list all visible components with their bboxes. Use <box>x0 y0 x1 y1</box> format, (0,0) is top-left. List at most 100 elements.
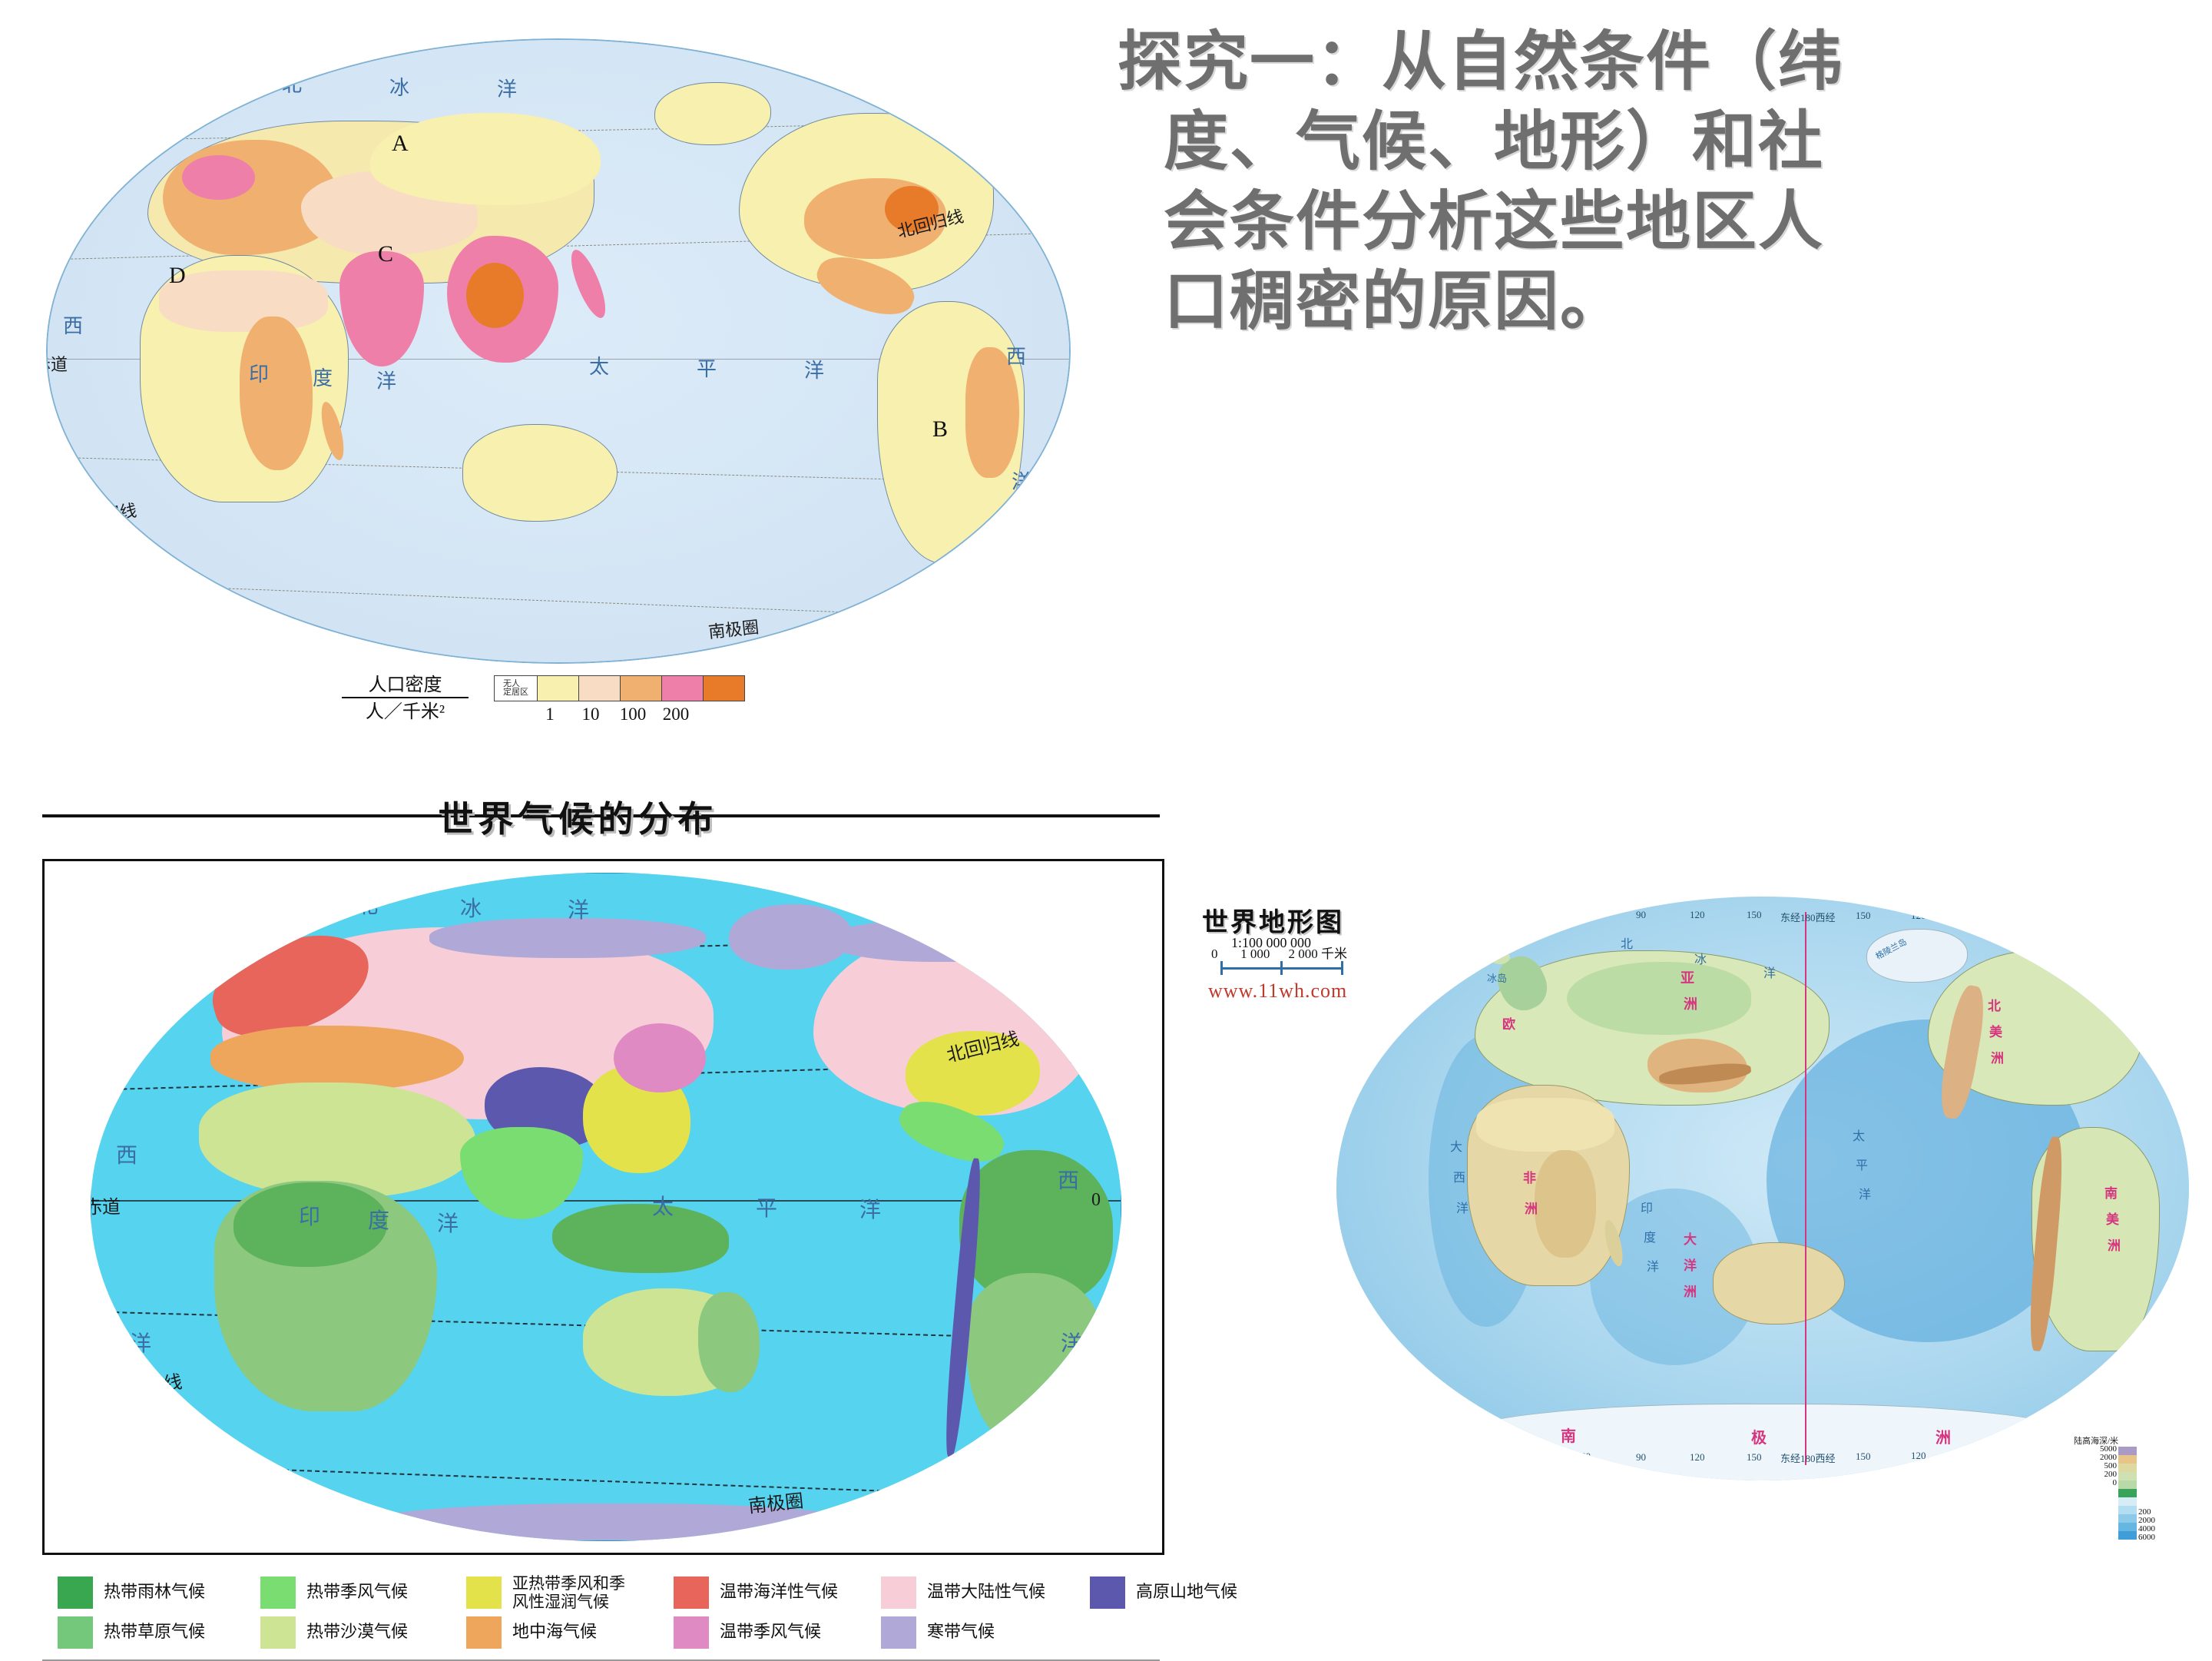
swatch-temperate-monsoon <box>674 1616 709 1649</box>
pop-swatch-100-200 <box>662 676 704 701</box>
lon-label-bot-180: 东经180西经 <box>1780 1453 1836 1464</box>
elev-val-2000: 2000 <box>2100 1453 2117 1462</box>
terrain-label-arctic-bing: 冰 <box>1694 952 1707 966</box>
elev-sea-200: 200 <box>2138 1507 2151 1517</box>
pop-swatch-10-100 <box>621 676 662 701</box>
label-north-pop: 北 <box>282 74 304 96</box>
elev-seg-5000plus <box>2118 1447 2137 1455</box>
climate-congo-rainforest <box>233 1182 387 1267</box>
elevation-legend-title: 陆高海深/米 <box>2074 1437 2119 1446</box>
elev-val-0: 0 <box>2112 1478 2118 1487</box>
continent-label-africa-1: 非 <box>1523 1171 1536 1186</box>
terrain-globe: 西经0东经 30 60 90 120 150 东经180西经 150 120 9… <box>1336 897 2189 1480</box>
lon-label-top-120: 120 <box>1690 909 1705 920</box>
label-tropic-capricorn-pop: 南回归线 <box>68 500 138 529</box>
legend-item-tropical-monsoon: 热带季风气候 <box>260 1576 451 1609</box>
label-ice-pop: 冰 <box>389 77 412 99</box>
region-label-b: B <box>932 416 949 442</box>
climate-legend-row-1: 热带雨林气候 热带季风气候 亚热带季风和季 风性湿润气候 温带海洋性气候 温带大… <box>58 1574 1282 1611</box>
climate-globe: 北极圈 北 冰 洋 大 西 洋 0赤道 印 度 洋 南回归线 北回归线 太 平 … <box>91 873 1121 1541</box>
label-tropic-capricorn-climate: 南回归线 <box>108 1372 184 1403</box>
lon-label-top-0: 西经0东经 <box>1459 914 1505 926</box>
legend-item-temperate-monsoon: 温带季风气候 <box>674 1616 866 1649</box>
climate-south-america-savanna <box>967 1273 1101 1450</box>
continent-label-samerica-1: 南 <box>2104 1186 2118 1202</box>
legend-label-temperate-continental: 温带大陆性气候 <box>927 1583 1046 1602</box>
lat-label-60-right: 60 <box>2106 1391 2121 1407</box>
climate-greenland-polar <box>729 904 852 970</box>
lon-label-bot-60: 60 <box>1581 1450 1591 1462</box>
terrain-label-indian-yang: 洋 <box>1647 1259 1660 1274</box>
lon-label-top-150: 150 <box>1747 909 1762 920</box>
elev-seg-0-200 <box>2118 1480 2137 1489</box>
landmass-brazil-coast <box>965 347 1019 478</box>
lon-label-bot-90: 90 <box>1636 1451 1646 1463</box>
swatch-temperate-oceanic <box>674 1576 709 1609</box>
elevation-legend: 陆高海深/米 5000 2000 500 200 0 200 2000 4000… <box>2074 1434 2166 1557</box>
legend-label-temperate-monsoon: 温带季风气候 <box>720 1623 822 1642</box>
lon-label-bot-60w: 60 <box>2020 1447 2030 1459</box>
legend-label-mediterranean: 地中海气候 <box>512 1623 598 1642</box>
swatch-tropical-savanna <box>58 1616 93 1649</box>
continent-label-samerica-2: 美 <box>2106 1212 2119 1228</box>
elev-seg-200-500 <box>2118 1472 2137 1480</box>
scale-tick-0 <box>1220 961 1223 975</box>
elev-sea-6000: 6000 <box>2138 1533 2155 1542</box>
place-label-iceland: 冰岛 <box>1487 973 1508 985</box>
place-label-antarctic-circle: 南极圈 <box>2073 1388 2099 1414</box>
continent-label-namerica-3: 洲 <box>1991 1051 2004 1066</box>
elev-seg-sea-4000 <box>2118 1514 2137 1523</box>
elev-val-500: 500 <box>2104 1461 2118 1470</box>
swatch-subtropical-monsoon <box>466 1576 502 1609</box>
pop-legend-denominator: 人／千米² <box>342 697 469 724</box>
terrain-label-atlantic-xi: 西 <box>1453 1170 1466 1185</box>
lon-label-top-90: 90 <box>1636 909 1646 920</box>
continent-label-samerica-3: 洲 <box>2108 1238 2121 1254</box>
climate-map-frame: 北极圈 北 冰 洋 大 西 洋 0赤道 印 度 洋 南回归线 北回归线 太 平 … <box>42 859 1164 1555</box>
continent-label-antarctica-2: 极 <box>1751 1428 1767 1447</box>
label-pacific-ping-pop: 平 <box>697 358 719 380</box>
legend-label-temperate-oceanic: 温带海洋性气候 <box>720 1583 839 1602</box>
continent-label-namerica-2: 美 <box>1989 1025 2002 1040</box>
label-pacific-tai-pop: 太 <box>589 356 611 378</box>
legend-item-mediterranean: 地中海气候 <box>466 1616 658 1649</box>
continent-label-europe-1: 欧 <box>1502 1017 1515 1033</box>
pop-legend-no-settlement: 无人 定居区 <box>495 676 538 701</box>
title-line-3: 会条件分析这些地区人 <box>1164 183 1825 259</box>
label-arctic-circle-climate: 北极圈 <box>234 894 293 925</box>
continent-label-oceania-1: 大 <box>1684 1232 1697 1248</box>
terrain-map-title: 世界地形图 <box>1202 907 1344 938</box>
landmass-sahara-band <box>159 270 328 332</box>
legend-label-tropical-desert: 热带沙漠气候 <box>306 1623 409 1642</box>
climate-australia-east <box>698 1292 760 1392</box>
legend-label-tropical-savanna: 热带草原气候 <box>104 1623 206 1642</box>
lon-label-top-90w: 90 <box>1968 910 1978 922</box>
pop-legend-title: 人口密度 人／千米² <box>342 674 469 724</box>
lon-label-top-150w: 150 <box>1856 910 1871 921</box>
slide-title: 探究一：从自然条件（纬 度、气候、地形）和社 会条件分析这些地区人 口稠密的原因… <box>1118 22 2154 341</box>
label-ocean-arctic-climate: 洋 <box>568 899 591 923</box>
terrain-scale-ratio: 1:100 000 000 <box>1231 935 1312 950</box>
landmass-australia <box>462 424 618 522</box>
label-antarctic-circle-pop: 南极圈 <box>707 617 760 642</box>
elev-sea-2000: 2000 <box>2138 1516 2155 1525</box>
legend-item-tropical-desert: 热带沙漠气候 <box>260 1616 451 1649</box>
continent-label-antarctica-3: 洲 <box>1936 1428 1951 1447</box>
legend-item-highland: 高原山地气候 <box>1090 1576 1267 1609</box>
lon-label-top-30w: 30 <box>2075 913 2085 924</box>
label-atlantic-da-pop: 大 <box>88 187 110 209</box>
elevation-land-values: 5000 2000 500 200 0 <box>2078 1445 2117 1487</box>
title-line-4: 口稠密的原因。 <box>1164 263 1627 339</box>
terrain-siberia-lowland <box>1567 962 1751 1035</box>
climate-se-asia-islands <box>552 1204 729 1273</box>
terrain-label-atlantic-da: 大 <box>1450 1139 1463 1154</box>
terrain-label-pacific-tai: 太 <box>1853 1129 1866 1143</box>
legend-item-temperate-oceanic: 温带海洋性气候 <box>674 1576 866 1609</box>
label-zero-meridian-climate: 0 <box>1091 1190 1101 1210</box>
elev-seg-sea-200 <box>2118 1497 2137 1506</box>
population-globe: 北极圈 北 冰 洋 大 西 洋 赤道 印 度 洋 南回归线 北回归线 太 平 洋… <box>46 38 1071 664</box>
label-west-pop: 西 <box>1006 346 1028 368</box>
elev-seg-2000-5000 <box>2118 1455 2137 1464</box>
swatch-tropical-monsoon <box>260 1576 296 1609</box>
lon-label-bot-0: 西经0东经 <box>1459 1450 1505 1462</box>
